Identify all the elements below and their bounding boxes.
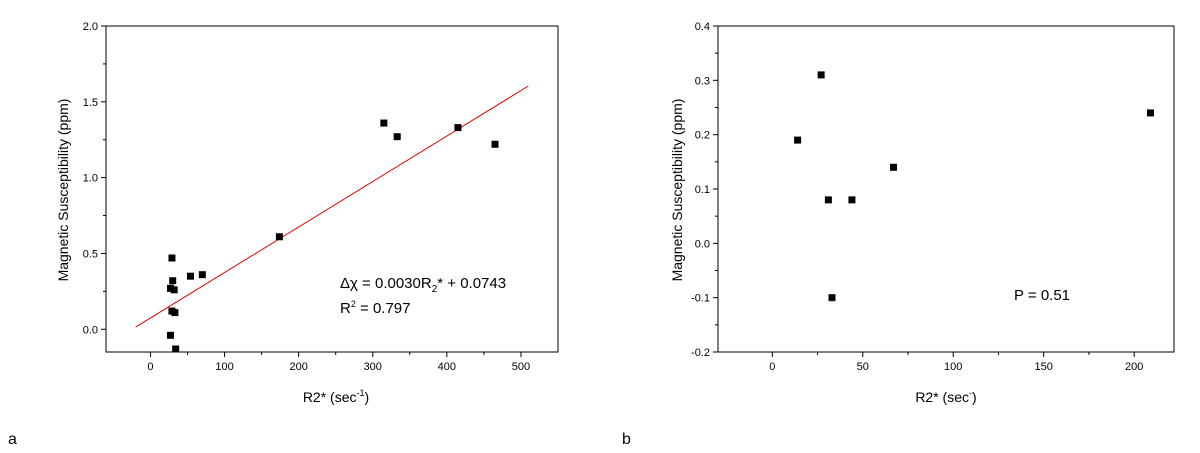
x-tick-label: 150	[1035, 361, 1053, 373]
x-axis-label-main: R2* (sec	[303, 389, 357, 405]
fit-equation-suffix: * + 0.0743	[437, 275, 506, 292]
y-tick-label: 0.3	[695, 75, 710, 87]
data-point	[454, 124, 462, 132]
x-tick-label: 400	[438, 361, 456, 373]
x-axis-ticks: 0 50 100 150 200	[769, 352, 1143, 373]
x-axis-label-sup: -1	[357, 388, 365, 398]
data-point	[828, 294, 836, 302]
x-tick-label: 100	[215, 361, 233, 373]
x-axis-label-sup: -	[969, 388, 972, 398]
x-tick-label: 500	[512, 361, 530, 373]
data-point	[275, 233, 283, 241]
y-tick-label: 0.2	[695, 130, 710, 142]
data-point	[170, 286, 178, 294]
y-tick-label: -0.1	[691, 293, 710, 305]
data-point	[198, 271, 206, 279]
x-axis-label-end: )	[365, 389, 370, 405]
x-axis-label-main: R2* (sec	[915, 389, 969, 405]
data-point	[491, 140, 499, 148]
x-tick-label: 50	[857, 361, 869, 373]
plot-area-frame	[717, 25, 1175, 353]
y-axis-ticks: 0.0 0.5 1.0 1.5 2.0	[83, 21, 106, 336]
y-axis-label: Magnetic Susceptibility (ppm)	[55, 99, 71, 282]
x-axis-ticks: 0 100 200 300 400 500	[147, 352, 530, 373]
x-tick-label: 100	[944, 361, 962, 373]
r-squared-prefix: R	[340, 300, 351, 317]
regression-line	[135, 85, 529, 328]
data-point	[1146, 109, 1154, 117]
x-axis-label-end: )	[972, 389, 977, 405]
x-tick-label: 300	[364, 361, 382, 373]
data-point	[380, 119, 388, 127]
y-tick-label: 1.5	[83, 97, 98, 109]
fit-equation-sub: 2	[432, 284, 438, 295]
y-tick-label: 0.5	[83, 248, 98, 260]
data-point	[171, 309, 179, 317]
panel-label-a: a	[8, 431, 17, 448]
y-tick-label: 1.0	[83, 173, 98, 185]
fit-equation: Δχ = 0.0030R2* + 0.0743	[340, 275, 506, 295]
data-point	[166, 331, 174, 339]
plot-area-frame	[105, 25, 559, 353]
x-tick-label: 0	[769, 361, 775, 373]
x-tick-label: 0	[147, 361, 153, 373]
y-tick-label: 0.0	[83, 324, 98, 336]
y-axis-ticks: -0.2 -0.1 0.0 0.1 0.2 0.3 0.4	[691, 21, 718, 359]
y-tick-label: 0.4	[695, 21, 710, 33]
data-point	[393, 133, 401, 141]
data-point	[166, 284, 174, 292]
data-point	[794, 136, 802, 144]
chart-panel-b: 0 50 100 150 200 -0.2 -0.1 0.0 0.1 0.2 0.3 0.4 Mag…	[622, 21, 1175, 448]
y-axis-label: Magnetic Susceptibility (ppm)	[669, 99, 685, 282]
data-point	[890, 163, 898, 171]
r-squared: R2 = 0.797	[340, 299, 411, 317]
data-points	[794, 71, 1154, 302]
x-axis-label: R2* (sec-)	[915, 388, 976, 405]
data-point	[824, 196, 832, 204]
y-tick-label: -0.2	[691, 347, 710, 359]
r-squared-sup: 2	[351, 299, 356, 309]
x-tick-label: 200	[1125, 361, 1143, 373]
data-point	[168, 254, 176, 262]
fit-equation-prefix: Δχ = 0.0030R	[340, 275, 432, 292]
p-value-annotation: P = 0.51	[1014, 287, 1070, 304]
data-point	[848, 196, 856, 204]
data-point	[169, 277, 177, 285]
data-point	[186, 272, 194, 280]
r-squared-value: = 0.797	[356, 300, 411, 317]
panel-label-b: b	[622, 431, 631, 448]
x-axis-label: R2* (sec-1)	[303, 388, 369, 405]
y-tick-label: 2.0	[83, 21, 98, 33]
y-tick-label: 0.1	[695, 184, 710, 196]
data-points	[166, 119, 499, 353]
chart-panel-a: 0 100 200 300 400 500 0.0 0.5 1.0 1.5 2.0 Magneti…	[8, 21, 559, 448]
data-point	[817, 71, 825, 79]
y-tick-label: 0.0	[695, 238, 710, 250]
x-tick-label: 200	[289, 361, 307, 373]
data-point	[172, 345, 180, 353]
